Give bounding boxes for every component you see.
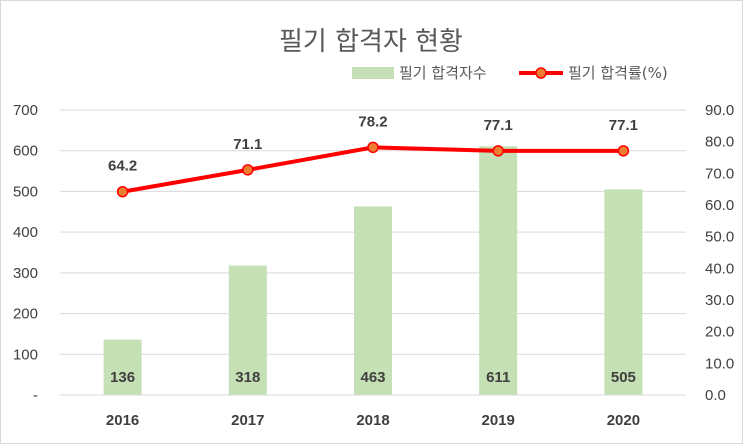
x-tick-label: 2019 [482, 412, 515, 429]
y-left-tick-label: 400 [13, 224, 38, 241]
x-tick-label: 2017 [231, 412, 264, 429]
line-point [116, 185, 129, 198]
line-point [367, 141, 379, 154]
y-left-tick-label: 600 [13, 143, 38, 160]
legend-label-bars: 필기 합격자수 [399, 64, 487, 82]
y-right-tick-label: 70.0 [705, 165, 734, 182]
y-right-tick-label: 60.0 [705, 197, 734, 214]
y-left-tick-label: 200 [13, 306, 38, 323]
chart-title: 필기 합격자 현황 [279, 27, 463, 57]
line-data-label: 77.1 [484, 117, 513, 134]
y-right-tick-label: 0.0 [705, 387, 726, 404]
line-data-label: 77.1 [609, 117, 638, 134]
y-left-tick-label: 300 [13, 265, 38, 282]
line-data-label: 71.1 [233, 136, 262, 153]
line-series [122, 145, 624, 194]
line-point [242, 164, 254, 176]
bar [103, 339, 142, 395]
bar-data-label: 318 [235, 369, 260, 386]
y-right-tick-label: 90.0 [705, 102, 734, 119]
bar [604, 189, 643, 395]
line-data-label: 64.2 [108, 158, 137, 175]
y-left-tick-label: 700 [13, 102, 38, 119]
bar-data-label: 463 [360, 369, 385, 386]
y-right-tick-label: 10.0 [705, 355, 734, 372]
bar-data-label: 611 [486, 369, 510, 386]
y-right-tick-label: 50.0 [705, 229, 734, 246]
bar [228, 265, 267, 395]
y-left-tick-label: 500 [13, 183, 38, 200]
x-tick-label: 2020 [607, 412, 640, 429]
y-right-tick-label: 20.0 [705, 324, 734, 341]
y-right-tick-label: 30.0 [705, 292, 734, 309]
y-left-tick-label: - [33, 387, 38, 404]
y-right-tick-label: 80.0 [705, 134, 734, 151]
x-tick-label: 2016 [106, 412, 139, 429]
legend-swatch-marker [535, 67, 547, 79]
x-tick-label: 2018 [356, 412, 389, 429]
legend-swatch-bars [352, 67, 394, 79]
bar [354, 206, 392, 395]
bar-data-label: 136 [110, 369, 135, 386]
line-data-label: 78.2 [358, 113, 387, 130]
line-point [492, 145, 504, 157]
bar [479, 146, 518, 395]
y-right-tick-label: 40.0 [705, 260, 734, 277]
legend-label-line: 필기 합격률(%) [568, 64, 668, 82]
line-point [617, 145, 630, 157]
y-left-tick-label: 100 [13, 346, 38, 363]
bar-data-label: 505 [611, 369, 636, 386]
